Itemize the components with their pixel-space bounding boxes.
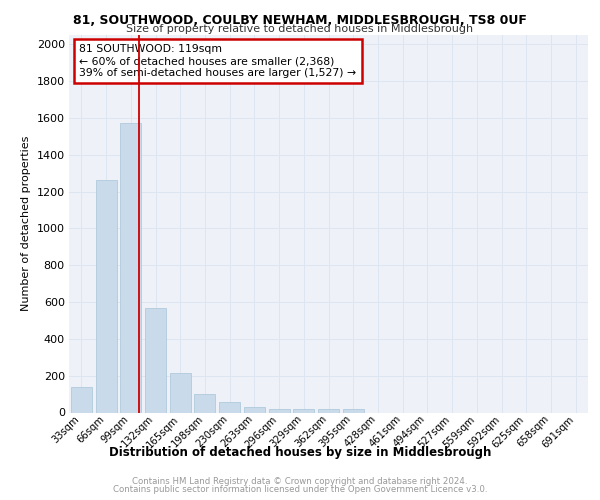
Bar [145,308,166,412]
Text: Distribution of detached houses by size in Middlesbrough: Distribution of detached houses by size … [109,446,491,459]
Bar [269,409,290,412]
Bar [95,180,116,412]
Bar [293,409,314,412]
Text: 81, SOUTHWOOD, COULBY NEWHAM, MIDDLESBROUGH, TS8 0UF: 81, SOUTHWOOD, COULBY NEWHAM, MIDDLESBRO… [73,14,527,27]
Bar [318,409,339,412]
Text: 81 SOUTHWOOD: 119sqm
← 60% of detached houses are smaller (2,368)
39% of semi-de: 81 SOUTHWOOD: 119sqm ← 60% of detached h… [79,44,356,78]
Text: Size of property relative to detached houses in Middlesbrough: Size of property relative to detached ho… [127,24,473,34]
Bar [219,402,240,412]
Bar [343,409,364,412]
Bar [170,373,191,412]
Bar [244,407,265,412]
Bar [194,394,215,412]
Bar [120,124,141,412]
Text: Contains public sector information licensed under the Open Government Licence v3: Contains public sector information licen… [113,484,487,494]
Text: Contains HM Land Registry data © Crown copyright and database right 2024.: Contains HM Land Registry data © Crown c… [132,477,468,486]
Bar [71,386,92,412]
Y-axis label: Number of detached properties: Number of detached properties [21,136,31,312]
